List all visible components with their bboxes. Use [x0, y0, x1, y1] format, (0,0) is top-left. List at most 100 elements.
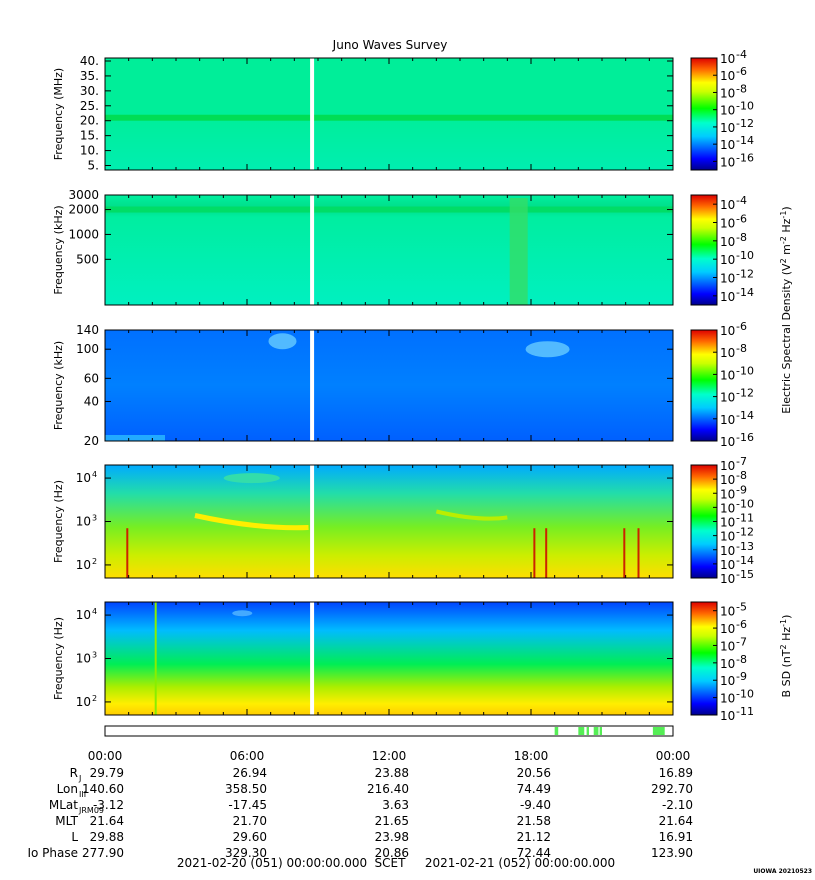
y-axis-label: Frequency (Hz)	[52, 617, 65, 700]
colorbar-tick-exponent: -11	[736, 512, 754, 525]
y-tick-label: 2000	[68, 203, 99, 217]
data-gap	[310, 58, 315, 170]
colorbar-tick-exponent: -5	[736, 601, 747, 614]
mode-bar-segment	[599, 727, 602, 735]
colorbar-tick-label: 10	[720, 572, 735, 586]
colorbar-tick-exponent: -10	[736, 497, 754, 510]
colorbar-tick-label: 10	[720, 622, 735, 636]
colorbar-tick-exponent: -8	[736, 469, 747, 482]
ephemeris-value: 74.49	[517, 782, 551, 796]
ephemeris-label: R	[70, 766, 78, 780]
emission-feature	[232, 610, 253, 617]
footer-scet-label: SCET	[375, 856, 407, 870]
emission-feature	[223, 473, 280, 484]
ephemeris-value: -3.12	[93, 798, 124, 812]
emission-feature	[509, 198, 528, 305]
x-tick-label: 18:00	[514, 749, 549, 763]
ephemeris-label: Lon	[57, 782, 78, 796]
x-tick-label: 00:00	[656, 749, 691, 763]
colorbar-tick-label: 10	[720, 391, 735, 405]
ephemeris-value: 23.98	[375, 830, 409, 844]
colorbar-tick-exponent: -4	[736, 48, 747, 61]
colorbar-tick-label: 10	[720, 558, 735, 572]
footer-end-time: 2021-02-21 (052) 00:00:00.000	[425, 856, 615, 870]
ephemeris-value: 21.64	[659, 814, 693, 828]
emission-feature	[637, 528, 640, 578]
colorbar-tick-label: 10	[720, 459, 735, 473]
y-tick-exponent: 2	[92, 557, 97, 566]
y-tick-label: 15.	[80, 129, 99, 143]
spectrogram-p3	[105, 330, 673, 441]
mode-bar-segment	[593, 727, 599, 735]
ephemeris-value: 16.89	[659, 766, 693, 780]
y-tick-label: 10	[76, 558, 91, 572]
ephemeris-value: 358.50	[225, 782, 267, 796]
colorbar-tick-label: 10	[720, 198, 735, 212]
ephemeris-value: -17.45	[228, 798, 267, 812]
y-axis-label: Frequency (kHz)	[52, 205, 65, 294]
colorbar-tick-label: 10	[720, 104, 735, 118]
ephemeris-value: -9.40	[520, 798, 551, 812]
y-tick-label: 20	[84, 434, 99, 448]
colorbar-p3	[690, 329, 718, 442]
y-tick-label: 60	[84, 371, 99, 385]
ephemeris-value: 140.60	[82, 782, 124, 796]
mode-bar-segment	[586, 727, 589, 735]
data-gap	[310, 602, 315, 715]
chart-title: Juno Waves Survey	[332, 38, 448, 52]
ephemeris-label: MLat	[49, 798, 78, 812]
colorbar-tick-label: 10	[720, 272, 735, 286]
ephemeris-label-subscript: J	[78, 774, 81, 783]
colorbar-tick-exponent: -6	[736, 213, 747, 226]
ephemeris-value: 21.70	[233, 814, 267, 828]
emission-feature	[533, 528, 536, 578]
ephemeris-value: 21.58	[517, 814, 551, 828]
colorbar-tick-exponent: -6	[736, 320, 747, 333]
colorbar-tick-exponent: -12	[736, 526, 754, 539]
colorbar-tick-label: 10	[720, 86, 735, 100]
colorbar-tick-exponent: -8	[736, 342, 747, 355]
ephemeris-label: Io Phase	[27, 846, 78, 860]
emission-feature	[105, 435, 165, 441]
y-tick-label: 3000	[68, 188, 99, 202]
ephemeris-value: 21.64	[90, 814, 124, 828]
ephemeris-value: 29.60	[233, 830, 267, 844]
panel-p1: 40.35.30.25.20.15.10.5. Frequency (MHz) 10…	[52, 48, 754, 173]
mode-bar-segment	[554, 727, 559, 735]
colorbar-tick-exponent: -8	[736, 231, 747, 244]
colorbar-p2	[690, 194, 718, 306]
colorbar-tick-label: 10	[720, 544, 735, 558]
mode-bar-frame	[104, 725, 674, 737]
colorbar-p1	[690, 57, 718, 171]
colorbar-tick-label: 10	[720, 413, 735, 427]
ephemeris-value: 277.90	[82, 846, 124, 860]
colorbar-tick-exponent: -7	[736, 455, 747, 468]
spectrogram-p4	[105, 465, 673, 578]
colorbar-p4	[690, 464, 718, 579]
colorbar-tick-label: 10	[720, 674, 735, 688]
y-tick-exponent: 4	[92, 470, 97, 479]
ephemeris-value: 216.40	[367, 782, 409, 796]
data-gap	[310, 465, 315, 578]
ephemeris-value: 3.63	[382, 798, 409, 812]
colorbar-tick-label: 10	[720, 235, 735, 249]
spectrogram-panels: 40.35.30.25.20.15.10.5. Frequency (MHz) 10…	[52, 48, 754, 723]
ephemeris-value: 29.88	[90, 830, 124, 844]
colorbar-tick-exponent: -4	[736, 194, 747, 207]
ephemeris-value: 20.56	[517, 766, 551, 780]
ephemeris-value: 72.44	[517, 846, 551, 860]
colorbar-tick-label: 10	[720, 501, 735, 515]
colorbar-tick-label: 10	[720, 155, 735, 169]
colorbar-tick-exponent: -9	[736, 483, 747, 496]
x-tick-label: 12:00	[372, 749, 407, 763]
colorbar-tick-label: 10	[720, 487, 735, 501]
ephemeris-value: 292.70	[651, 782, 693, 796]
y-tick-label: 500	[76, 252, 99, 266]
ephemeris-value: -2.10	[662, 798, 693, 812]
colorbar-tick-label: 10	[720, 290, 735, 304]
mode-bar-segment	[578, 727, 585, 735]
